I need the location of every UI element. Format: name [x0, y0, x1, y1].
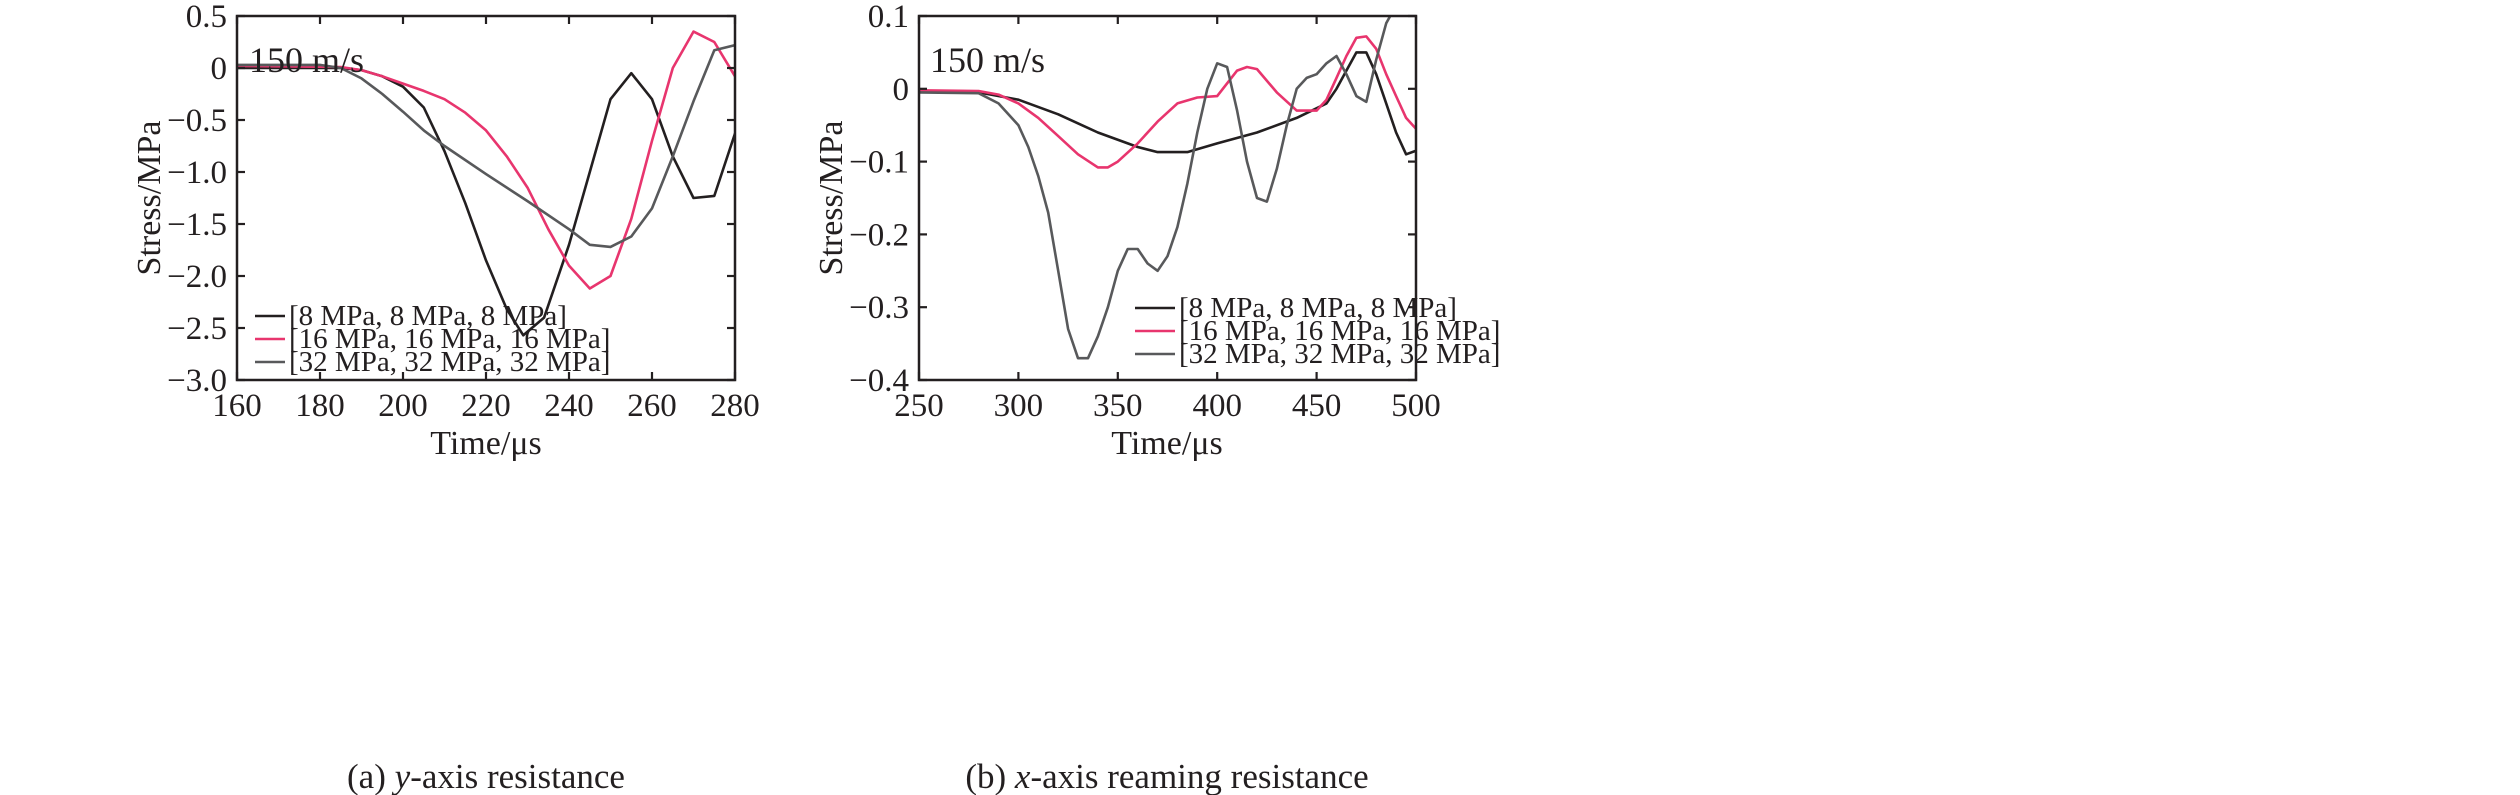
- legend-label-1: [8 MPa, 8 MPa, 8 MPa]: [1179, 292, 1457, 324]
- x-axis-title: Time/μs: [1111, 425, 1222, 462]
- series-line-2: [237, 30, 735, 290]
- series-line-1: [919, 51, 1416, 156]
- y-tick-label: 0.5: [186, 0, 227, 35]
- y-tick-label: −1.5: [167, 207, 227, 243]
- legend-label-2: [16 MPa, 16 MPa, 16 MPa]: [1179, 315, 1500, 347]
- x-tick-label: 180: [295, 388, 345, 424]
- x-tick-label: 250: [894, 388, 944, 424]
- y-tick-label: 0: [893, 72, 910, 108]
- x-tick-label: 280: [710, 388, 760, 424]
- panel-a-y-axis-resistance: 160 180 200 220 240 260 280 0.5 0 −0.5 −1.0 −1.5 −2.…: [131, 0, 760, 795]
- y-tick-label: −0.4: [849, 363, 909, 399]
- caption-axis-letter: x: [1014, 757, 1031, 795]
- y-axis-title: Stress/MPa: [131, 121, 168, 276]
- x-tick-label: 400: [1192, 388, 1242, 424]
- series-group: [237, 30, 735, 337]
- legend-label-3: [32 MPa, 32 MPa, 32 MPa]: [1179, 338, 1500, 370]
- series-line-3: [919, 16, 1392, 360]
- caption-axis-letter: y: [392, 757, 411, 795]
- legend-label-1: [8 MPa, 8 MPa, 8 MPa]: [289, 300, 567, 332]
- speed-annotation: 150 m/s: [249, 40, 364, 80]
- y-tick-label: −2.5: [167, 311, 227, 347]
- plot-frame: [917, 14, 1418, 382]
- legend-label-3: [32 MPa, 32 MPa, 32 MPa]: [289, 346, 610, 378]
- caption-prefix: (b): [965, 757, 1015, 795]
- x-tick-label: 450: [1292, 388, 1342, 424]
- y-tick-label: −0.3: [849, 290, 909, 326]
- panel-b-x-axis-reaming-resistance: 250 300 350 400 450 500 0.1 0 −0.1 −0.2 −0.3 −0.4 15…: [813, 0, 1500, 795]
- x-tick-label: 220: [461, 388, 511, 424]
- y-tick-label: 0.1: [868, 0, 909, 35]
- y-tick-label: −0.5: [167, 103, 227, 139]
- x-tick-label: 200: [378, 388, 428, 424]
- y-tick-label: −0.1: [849, 145, 909, 181]
- y-axis-title: Stress/MPa: [813, 121, 850, 276]
- speed-annotation: 150 m/s: [930, 40, 1045, 80]
- y-tick-label: 0: [211, 51, 228, 87]
- caption-text: -axis reaming resistance: [1030, 757, 1368, 795]
- x-tick-label: 260: [627, 388, 677, 424]
- x-axis-title: Time/μs: [430, 425, 541, 462]
- y-tick-label: −2.0: [167, 259, 227, 295]
- y-tick-label: −3.0: [167, 363, 227, 399]
- x-tick-label: 350: [1093, 388, 1143, 424]
- caption-prefix: (a): [347, 757, 395, 795]
- caption-text: -axis resistance: [410, 757, 625, 795]
- y-tick-label: −1.0: [167, 155, 227, 191]
- series-group: [919, 16, 1416, 360]
- y-tick-label: −0.2: [849, 217, 909, 253]
- panel-caption: (b) x-axis reaming resistance: [965, 757, 1368, 795]
- x-tick-label: 160: [212, 388, 262, 424]
- x-tick-label: 240: [544, 388, 594, 424]
- series-line-3: [237, 43, 735, 249]
- x-tick-label: 500: [1391, 388, 1441, 424]
- series-line-2: [919, 35, 1416, 169]
- panel-caption: (a) y-axis resistance: [347, 757, 625, 795]
- x-tick-label: 300: [994, 388, 1044, 424]
- legend-label-2: [16 MPa, 16 MPa, 16 MPa]: [289, 323, 610, 355]
